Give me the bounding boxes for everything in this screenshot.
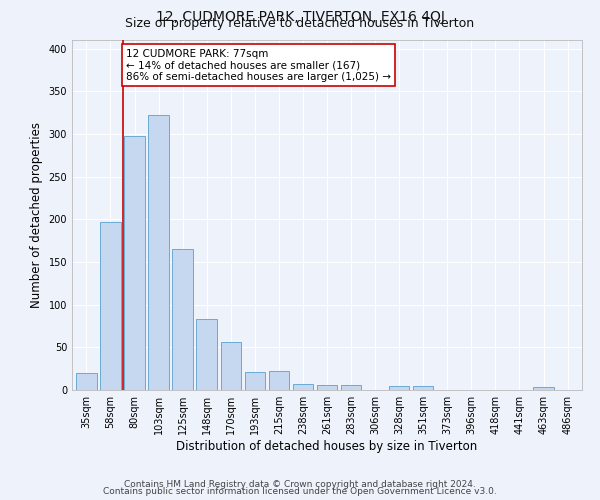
- Bar: [124, 136, 145, 390]
- Text: Size of property relative to detached houses in Tiverton: Size of property relative to detached ho…: [125, 18, 475, 30]
- X-axis label: Distribution of detached houses by size in Tiverton: Distribution of detached houses by size …: [176, 440, 478, 453]
- Y-axis label: Number of detached properties: Number of detached properties: [30, 122, 43, 308]
- Bar: [341, 385, 361, 390]
- Text: Contains HM Land Registry data © Crown copyright and database right 2024.: Contains HM Land Registry data © Crown c…: [124, 480, 476, 489]
- Text: 12, CUDMORE PARK, TIVERTON, EX16 4QJ: 12, CUDMORE PARK, TIVERTON, EX16 4QJ: [155, 10, 445, 24]
- Text: Contains public sector information licensed under the Open Government Licence v3: Contains public sector information licen…: [103, 488, 497, 496]
- Bar: [293, 384, 313, 390]
- Bar: [533, 388, 554, 390]
- Bar: [196, 319, 217, 390]
- Bar: [317, 385, 337, 390]
- Bar: [172, 249, 193, 390]
- Bar: [245, 372, 265, 390]
- Bar: [413, 386, 433, 390]
- Text: 12 CUDMORE PARK: 77sqm
← 14% of detached houses are smaller (167)
86% of semi-de: 12 CUDMORE PARK: 77sqm ← 14% of detached…: [126, 48, 391, 82]
- Bar: [221, 342, 241, 390]
- Bar: [100, 222, 121, 390]
- Bar: [148, 115, 169, 390]
- Bar: [389, 386, 409, 390]
- Bar: [269, 371, 289, 390]
- Bar: [76, 373, 97, 390]
